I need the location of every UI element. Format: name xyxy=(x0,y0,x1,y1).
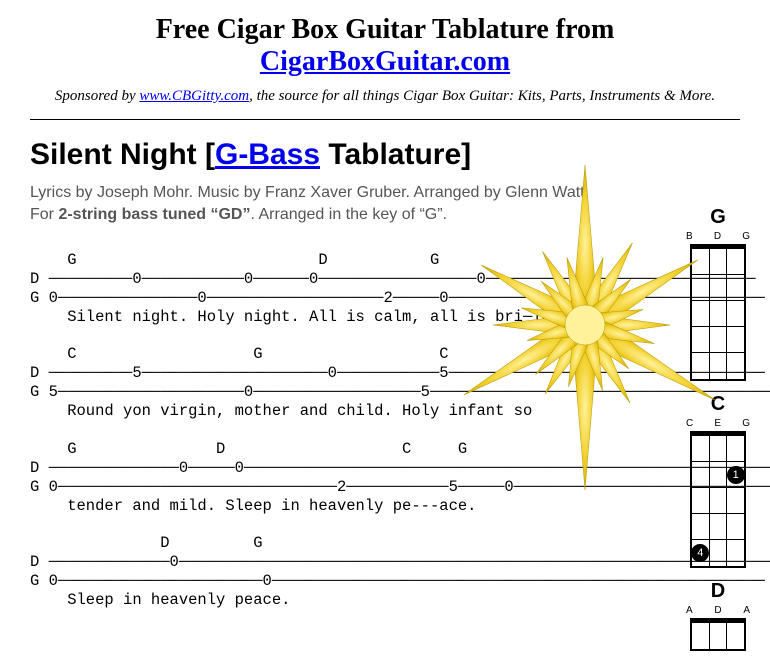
song-title-prefix: Silent Night [ xyxy=(30,138,215,171)
fret-dot: 4 xyxy=(691,544,709,562)
sponsor-link[interactable]: www.CBGitty.com xyxy=(139,88,249,104)
sponsor-suffix: , the source for all things Cigar Box Gu… xyxy=(249,88,715,104)
chord-C: CCEG14 xyxy=(684,393,752,568)
fret-dot: 1 xyxy=(727,466,745,484)
chord-string-labels: BDG xyxy=(684,231,752,242)
credits: Lyrics by Joseph Mohr. Music by Franz Xa… xyxy=(30,182,740,227)
chord-name: C xyxy=(684,393,752,416)
main-title: Free Cigar Box Guitar Tablature from Cig… xyxy=(30,14,740,78)
content: Silent Night [G-Bass Tablature] Lyrics b… xyxy=(0,120,770,610)
title-prefix: Free Cigar Box Guitar Tablature from xyxy=(156,14,615,45)
song-title-suffix: Tablature] xyxy=(320,138,471,171)
title-link[interactable]: CigarBoxGuitar.com xyxy=(260,46,510,77)
credits-line1: Lyrics by Joseph Mohr. Music by Franz Xa… xyxy=(30,182,740,204)
fretboard xyxy=(690,618,746,651)
fretboard xyxy=(690,244,746,381)
sponsor-line: Sponsored by www.CBGitty.com, the source… xyxy=(30,88,740,105)
sponsor-prefix: Sponsored by xyxy=(55,88,139,104)
chord-D: D ADA xyxy=(684,580,752,651)
chord-name: D xyxy=(684,580,752,603)
chord-diagrams: GBDGCCEG14DADA xyxy=(684,206,752,663)
fretboard: 14 xyxy=(690,431,746,568)
page-header: Free Cigar Box Guitar Tablature from Cig… xyxy=(0,0,770,105)
chord-string-labels: ADA xyxy=(684,605,752,616)
song-title: Silent Night [G-Bass Tablature] xyxy=(30,138,740,172)
chord-name: G xyxy=(684,206,752,229)
chord-G: G BDG xyxy=(684,206,752,381)
credits-line2: For 2-string bass tuned “GD”. Arranged i… xyxy=(30,204,740,226)
tablature: G D G D ─────────0───────────0──────0───… xyxy=(30,251,740,610)
song-title-link[interactable]: G-Bass xyxy=(215,138,320,171)
chord-string-labels: CEG xyxy=(684,418,752,429)
